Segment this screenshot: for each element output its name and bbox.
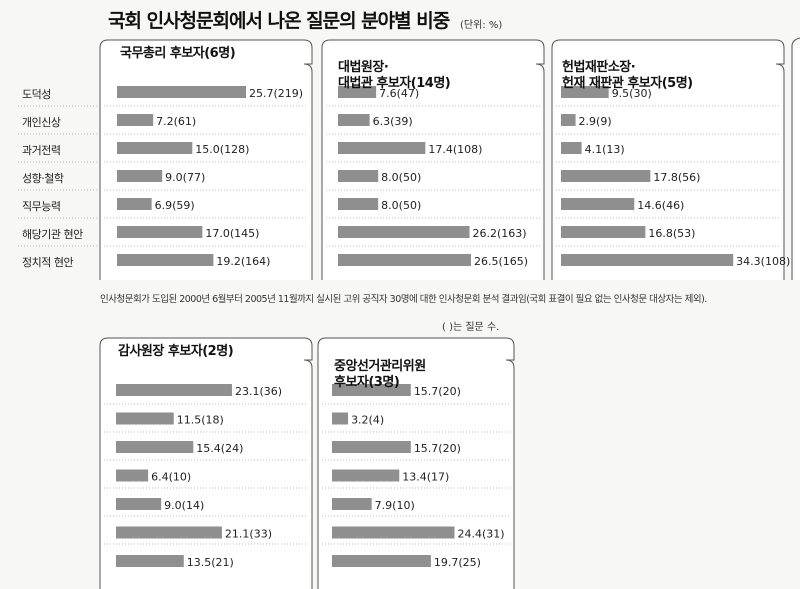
- bar: [116, 469, 149, 482]
- panel-frame-prime-minister: [99, 39, 313, 280]
- category-label: 과거전력: [22, 144, 61, 157]
- data-label: 15.4(24): [196, 442, 243, 455]
- data-label: 8.0(50): [381, 199, 421, 212]
- data-label: 17.0(145): [205, 227, 259, 240]
- bar: [117, 142, 193, 154]
- data-label: 19.7(25): [434, 556, 481, 569]
- data-label: 9.0(14): [164, 499, 204, 512]
- panel-frame-election-commission: [317, 337, 515, 589]
- panel-frame-constitutional-court: [551, 39, 785, 280]
- bar: [332, 441, 411, 453]
- unit-label: (단위: %): [460, 20, 503, 31]
- panel-frame-partial: [791, 37, 800, 280]
- data-label: 15.0(128): [195, 143, 249, 156]
- bar: [332, 526, 455, 539]
- data-label: 7.9(10): [375, 499, 415, 512]
- bar: [338, 142, 426, 154]
- data-label: 7.6(47): [379, 87, 419, 100]
- bar: [117, 254, 214, 266]
- data-label: 15.7(20): [414, 385, 461, 398]
- count-note: ( )는 질문 수.: [442, 322, 500, 333]
- panel-title-election-commission: 중앙선거관리위원 후보자(3명): [334, 359, 426, 390]
- data-label: 7.2(61): [156, 115, 196, 128]
- data-label: 6.4(10): [151, 471, 191, 484]
- bar: [338, 114, 370, 126]
- data-label: 24.4(31): [457, 528, 504, 541]
- data-label: 6.9(59): [155, 199, 195, 212]
- panel-title-audit-board: 감사원장 후보자(2명): [118, 344, 234, 359]
- data-label: 19.2(164): [216, 255, 270, 268]
- bar: [561, 198, 635, 210]
- data-label: 13.5(21): [187, 556, 234, 569]
- bar: [338, 198, 379, 210]
- data-label: 11.5(18): [177, 414, 224, 427]
- panel-title-supreme-court: 대법원장· 대법관 후보자(14명): [338, 60, 451, 91]
- category-label: 해당기관 현안: [22, 228, 83, 241]
- bar: [332, 469, 400, 482]
- panel-frame-audit-board: [99, 337, 313, 589]
- panel-fill-partial: [793, 46, 800, 280]
- category-label: 성향·철학: [22, 172, 64, 185]
- data-label: 13.4(17): [402, 471, 449, 484]
- bar: [117, 226, 203, 238]
- chart-title: 국회 인사청문회에서 나온 질문의 분야별 비중: [108, 10, 450, 32]
- bar: [332, 498, 372, 510]
- bar: [561, 254, 734, 266]
- panel-title-prime-minister: 국무총리 후보자(6명): [120, 46, 236, 61]
- category-label: 도덕성: [22, 88, 51, 101]
- bar: [116, 526, 222, 539]
- category-label: 정치적 현안: [22, 256, 74, 269]
- bar: [561, 86, 609, 98]
- data-label: 8.0(50): [381, 171, 421, 184]
- bar: [561, 170, 651, 182]
- data-label: 3.2(4): [351, 414, 384, 427]
- bar: [338, 254, 472, 266]
- panel-title-constitutional-court: 헌법재판소장· 헌재 재판관 후보자(5명): [562, 60, 693, 91]
- data-label: 25.7(219): [249, 87, 303, 100]
- data-label: 23.1(36): [235, 385, 282, 398]
- data-label: 17.4(108): [428, 143, 482, 156]
- bar: [561, 142, 582, 154]
- data-label: 16.8(53): [648, 227, 695, 240]
- bar: [561, 114, 576, 126]
- bar: [117, 114, 154, 126]
- bar: [338, 226, 470, 238]
- bar: [117, 86, 247, 98]
- category-label: 직무능력: [22, 200, 61, 213]
- data-label: 14.6(46): [637, 199, 684, 212]
- panel-frame-supreme-court: [321, 39, 545, 280]
- data-label: 9.0(77): [165, 171, 205, 184]
- bar: [116, 498, 162, 510]
- bar: [116, 555, 184, 567]
- bar: [338, 86, 377, 98]
- bar: [332, 412, 349, 425]
- data-label: 6.3(39): [373, 115, 413, 128]
- bar: [116, 412, 174, 425]
- category-label: 개인신상: [22, 116, 61, 129]
- bar: [332, 384, 411, 396]
- data-label: 9.5(30): [612, 87, 652, 100]
- data-label: 26.2(163): [473, 227, 527, 240]
- data-label: 34.3(108): [736, 255, 790, 268]
- bar: [117, 198, 152, 210]
- bar: [116, 441, 194, 453]
- data-label: 4.1(13): [585, 143, 625, 156]
- data-label: 15.7(20): [414, 442, 461, 455]
- data-label: 21.1(33): [225, 528, 272, 541]
- bar: [116, 384, 232, 396]
- bar: [332, 555, 431, 567]
- bar: [338, 170, 379, 182]
- data-label: 26.5(165): [474, 255, 528, 268]
- bar: [117, 170, 163, 182]
- data-label: 2.9(9): [579, 115, 612, 128]
- source-note: 인사청문회가 도입된 2000년 6월부터 2005년 11월까지 실시된 고위…: [100, 294, 707, 305]
- bar: [561, 226, 646, 238]
- data-label: 17.8(56): [653, 171, 700, 184]
